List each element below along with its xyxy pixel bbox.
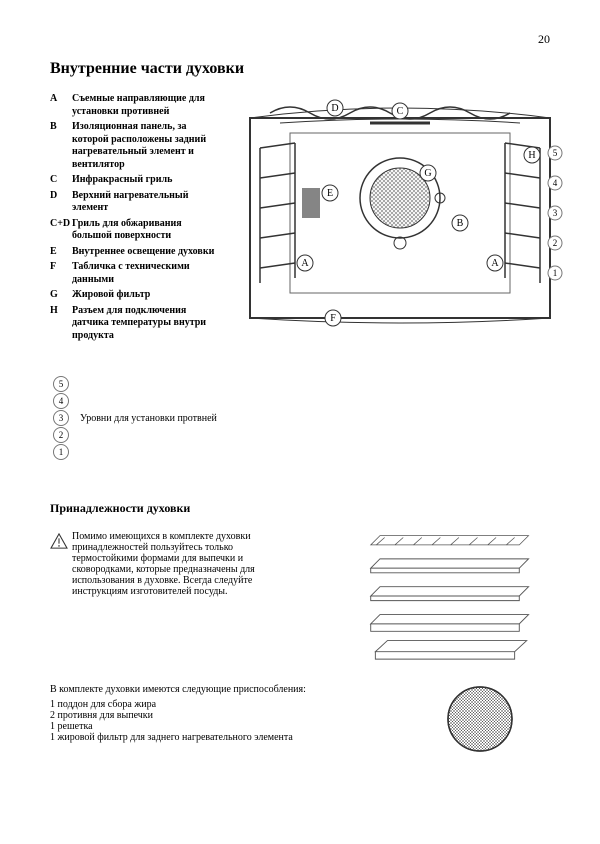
- svg-text:E: E: [327, 188, 333, 199]
- legend-row: AСъемные направляющие для установки прот…: [50, 93, 220, 118]
- accessory-list-intro: В комплекте духовки имеются следующие пр…: [50, 684, 370, 695]
- page-title: Внутренние части духовки: [50, 60, 570, 78]
- legend-key: A: [50, 93, 72, 118]
- legend-desc: Изоляционная панель, за которой располож…: [72, 121, 220, 171]
- legend-row: GЖировой фильтр: [50, 289, 220, 302]
- level-number: 4: [53, 393, 69, 409]
- accessory-stack-illustration: [320, 531, 570, 664]
- svg-text:3: 3: [553, 208, 558, 218]
- svg-text:4: 4: [553, 178, 558, 188]
- legend-desc: Жировой фильтр: [72, 289, 220, 302]
- accessory-list-item: 1 решетка: [50, 721, 370, 732]
- legend-key: G: [50, 289, 72, 302]
- top-section: AСъемные направляющие для установки прот…: [50, 93, 570, 345]
- legend-key: D: [50, 190, 72, 215]
- legend-key: E: [50, 246, 72, 259]
- level-number: 2: [53, 427, 69, 443]
- legend-row: DВерхний нагревательный элемент: [50, 190, 220, 215]
- levels-caption: Уровни для установки протвней: [80, 413, 217, 424]
- legend-desc: Съемные направляющие для установки проти…: [72, 93, 220, 118]
- accessory-list-item: 1 жировой фильтр для заднего нагреватель…: [50, 732, 370, 743]
- svg-text:B: B: [457, 218, 464, 229]
- caution-block: Помимо имеющихся в комплекте духовки при…: [50, 531, 300, 597]
- svg-text:5: 5: [553, 148, 558, 158]
- legend-desc: Инфракрасный гриль: [72, 174, 220, 187]
- legend-row: EВнутреннее освещение духовки: [50, 246, 220, 259]
- svg-text:G: G: [424, 168, 431, 179]
- svg-text:D: D: [331, 103, 338, 114]
- legend-row: BИзоляционная панель, за которой располо…: [50, 121, 220, 171]
- svg-text:1: 1: [553, 268, 558, 278]
- legend-row: C+DГриль для обжаривания большой поверхн…: [50, 218, 220, 243]
- accessory-list-section: В комплекте духовки имеются следующие пр…: [50, 684, 570, 754]
- legend-key: H: [50, 305, 72, 343]
- svg-text:H: H: [528, 150, 535, 161]
- grease-filter-illustration: [445, 684, 515, 754]
- legend-row: CИнфракрасный гриль: [50, 174, 220, 187]
- parts-legend: AСъемные направляющие для установки прот…: [50, 93, 220, 345]
- level-number: 3: [53, 410, 69, 426]
- accessories-section: Помимо имеющихся в комплекте духовки при…: [50, 531, 570, 664]
- legend-desc: Внутреннее освещение духовки: [72, 246, 220, 259]
- legend-key: F: [50, 261, 72, 286]
- legend-key: C+D: [50, 218, 72, 243]
- legend-key: B: [50, 121, 72, 171]
- legend-desc: Табличка с техническими данными: [72, 261, 220, 286]
- svg-text:A: A: [491, 258, 499, 269]
- legend-row: FТабличка с техническими данными: [50, 261, 220, 286]
- level-number: 5: [53, 376, 69, 392]
- svg-text:C: C: [397, 106, 404, 117]
- legend-row: HРазъем для подключения датчика температ…: [50, 305, 220, 343]
- svg-text:2: 2: [553, 238, 558, 248]
- accessory-list-item: 1 поддон для сбора жира: [50, 699, 370, 710]
- svg-text:A: A: [301, 258, 309, 269]
- page-number: 20: [538, 32, 550, 47]
- legend-desc: Верхний нагревательный элемент: [72, 190, 220, 215]
- level-number: 1: [53, 444, 69, 460]
- accessories-heading: Принадлежности духовки: [50, 501, 570, 516]
- svg-text:F: F: [330, 313, 336, 324]
- caution-text: Помимо имеющихся в комплекте духовки при…: [72, 531, 300, 597]
- legend-desc: Разъем для подключения датчика температу…: [72, 305, 220, 343]
- levels-block: 54321 Уровни для установки протвней: [50, 375, 570, 461]
- oven-diagram: A A B C D E F G H 5 4 3 2 1: [230, 93, 570, 333]
- legend-key: C: [50, 174, 72, 187]
- level-number-stack: 54321: [50, 375, 72, 461]
- warning-icon: [50, 531, 72, 597]
- legend-desc: Гриль для обжаривания большой поверхност…: [72, 218, 220, 243]
- accessory-list-item: 2 противня для выпечки: [50, 710, 370, 721]
